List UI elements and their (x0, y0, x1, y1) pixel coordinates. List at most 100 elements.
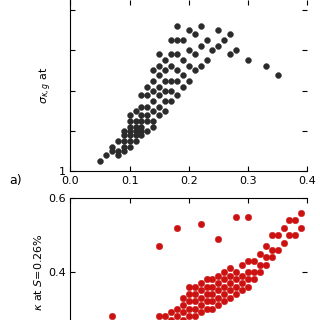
Point (216, 44, 221, 49)
Point (186, 314, 191, 319)
Point (287, 218, 292, 223)
Point (245, 277, 251, 282)
Point (210, 284, 215, 289)
Point (157, 314, 162, 319)
Point (198, 280, 203, 285)
Point (180, 58, 186, 63)
Point (174, 24, 180, 29)
Point (186, 78, 191, 83)
Point (109, 144, 115, 149)
Point (163, 78, 168, 83)
Point (151, 68, 156, 73)
Y-axis label: $\kappa$ at $S$=0.26%: $\kappa$ at $S$=0.26% (32, 233, 44, 311)
Point (115, 153, 120, 158)
Point (210, 292, 215, 297)
Point (216, 280, 221, 285)
Point (186, 284, 191, 289)
Point (281, 225, 286, 230)
Point (127, 112, 132, 117)
Point (210, 306, 215, 311)
Point (121, 139, 126, 144)
Point (174, 306, 180, 311)
Point (139, 132, 144, 138)
Point (174, 78, 180, 83)
Point (145, 118, 150, 124)
Point (210, 48, 215, 53)
Point (145, 128, 150, 133)
Point (139, 112, 144, 117)
Text: 1 $-$ $\mathit{F}_\mathrm{in}$ at 100 nm: 1 $-$ $\mathit{F}_\mathrm{in}$ at 100 nm (133, 209, 244, 224)
Point (204, 299, 209, 304)
Point (222, 38, 227, 43)
Point (198, 44, 203, 49)
Point (157, 64, 162, 69)
Point (151, 88, 156, 93)
Point (169, 78, 174, 83)
Point (103, 153, 108, 158)
Point (151, 124, 156, 130)
Point (186, 306, 191, 311)
Point (269, 255, 274, 260)
Point (263, 255, 268, 260)
Point (239, 262, 244, 267)
Point (192, 292, 197, 297)
Point (127, 128, 132, 133)
Point (234, 292, 239, 297)
Point (186, 48, 191, 53)
Point (228, 273, 233, 278)
Point (145, 92, 150, 97)
Point (257, 251, 262, 256)
Point (245, 284, 251, 289)
Point (121, 132, 126, 138)
Point (234, 269, 239, 275)
Point (245, 58, 251, 63)
Point (192, 52, 197, 57)
Point (216, 273, 221, 278)
Point (239, 280, 244, 285)
Point (222, 292, 227, 297)
Point (228, 280, 233, 285)
Point (157, 244, 162, 249)
Point (127, 144, 132, 149)
Point (192, 284, 197, 289)
Point (228, 266, 233, 271)
Point (204, 38, 209, 43)
Point (252, 269, 257, 275)
Point (174, 92, 180, 97)
Point (180, 295, 186, 300)
Point (169, 98, 174, 103)
Text: a): a) (10, 174, 22, 188)
Point (133, 108, 138, 113)
Point (252, 258, 257, 263)
Point (133, 139, 138, 144)
Point (151, 118, 156, 124)
Point (204, 284, 209, 289)
Point (145, 112, 150, 117)
Point (157, 92, 162, 97)
Point (180, 38, 186, 43)
Point (216, 236, 221, 241)
Point (192, 299, 197, 304)
Point (163, 88, 168, 93)
Point (133, 118, 138, 124)
Point (269, 247, 274, 252)
Point (174, 68, 180, 73)
Point (192, 32, 197, 37)
Point (257, 269, 262, 275)
Point (222, 284, 227, 289)
Point (174, 52, 180, 57)
Point (198, 24, 203, 29)
Point (133, 124, 138, 130)
Point (121, 128, 126, 133)
Point (157, 112, 162, 117)
Point (174, 314, 180, 319)
Point (169, 52, 174, 57)
Point (127, 118, 132, 124)
Point (263, 64, 268, 69)
Y-axis label: $\sigma_{\kappa,g}$ at: $\sigma_{\kappa,g}$ at (38, 67, 54, 104)
Point (275, 233, 280, 238)
Point (163, 314, 168, 319)
Point (263, 244, 268, 249)
Point (234, 284, 239, 289)
Point (299, 211, 304, 216)
